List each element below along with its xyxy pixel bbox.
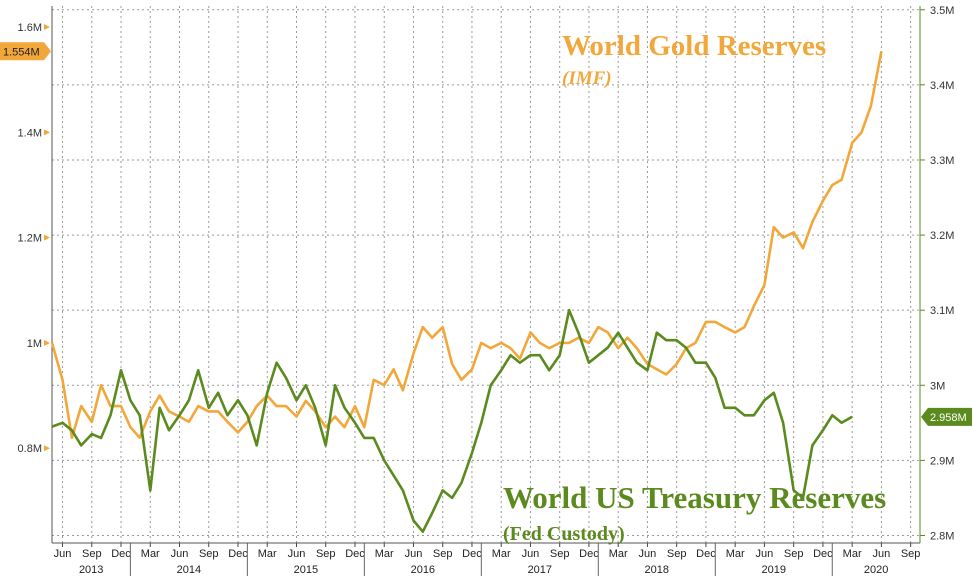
- x-tick-label: Mar: [141, 548, 160, 560]
- x-tick-label: Jun: [756, 548, 774, 560]
- x-tick-label: Jun: [405, 548, 423, 560]
- year-label: 2017: [528, 564, 552, 576]
- x-tick-label: Dec: [345, 548, 365, 560]
- x-tick-label: Dec: [813, 548, 833, 560]
- x-tick-label: Mar: [843, 548, 862, 560]
- x-tick-label: Mar: [726, 548, 745, 560]
- gold-reserves-line: [50, 51, 883, 439]
- year-label: 2014: [177, 564, 201, 576]
- y-left-tick-label: 1M: [27, 338, 42, 350]
- x-tick-label: Dec: [696, 548, 716, 560]
- y-right-tick-label: 3.2M: [930, 230, 954, 242]
- x-tick-label: Sep: [667, 548, 687, 560]
- y-left-tick: [44, 129, 50, 136]
- x-tick-label: Dec: [462, 548, 482, 560]
- y-right-tick-label: 3.3M: [930, 155, 954, 167]
- axes-layer: Jun Sep Dec Mar Jun Sep Dec Mar Jun Sep Dec Mar Jun S…: [18, 5, 954, 576]
- x-tick-label: Sep: [550, 548, 570, 560]
- treasury-title: World US Treasury Reserves: [503, 480, 886, 515]
- y-right-tick-label: 2.9M: [930, 455, 954, 467]
- x-tick-label: Sep: [784, 548, 804, 560]
- y-right-tick-label: 3.4M: [930, 80, 954, 92]
- treasury-last-value-badge: [921, 407, 972, 426]
- y-left-tick: [44, 339, 50, 346]
- y-right-tick-label: 3.5M: [930, 5, 954, 17]
- series-layer: [50, 51, 883, 533]
- x-tick-label: Sep: [316, 548, 336, 560]
- x-tick-label: Jun: [171, 548, 189, 560]
- x-tick-label: Sep: [199, 548, 219, 560]
- x-tick-label: Sep: [433, 548, 453, 560]
- y-left-tick: [44, 24, 50, 31]
- x-tick-label: Dec: [111, 548, 131, 560]
- year-label: 2015: [294, 564, 318, 576]
- x-tick-label: Dec: [579, 548, 599, 560]
- year-label: 2020: [864, 564, 888, 576]
- gold-last-value-badge: [0, 42, 51, 61]
- y-left-tick-label: 0.8M: [18, 443, 42, 455]
- gold-title: World Gold Reserves: [562, 30, 826, 62]
- x-tick-label: Mar: [258, 548, 277, 560]
- x-tick-label: Mar: [492, 548, 511, 560]
- treasury-subtitle: (Fed Custody): [503, 523, 625, 545]
- x-tick-label: Sep: [901, 548, 921, 560]
- treasury-reserves-line: [51, 308, 853, 533]
- x-tick-label: Jun: [54, 548, 72, 560]
- y-left-tick: [44, 234, 50, 241]
- year-label: 2013: [79, 564, 103, 576]
- y-right-tick-label: 3M: [930, 380, 945, 392]
- year-label: 2018: [645, 564, 669, 576]
- y-right-tick-label: 2.8M: [930, 530, 954, 542]
- y-left-tick: [44, 445, 50, 452]
- year-label: 2016: [411, 564, 435, 576]
- badge-layer: 1.554M 2.958M: [0, 42, 972, 426]
- x-tick-label: Jun: [288, 548, 306, 560]
- year-label: 2019: [762, 564, 786, 576]
- x-tick-label: Sep: [82, 548, 102, 560]
- x-tick-label: Jun: [639, 548, 657, 560]
- gold-last-value-label: 1.554M: [3, 46, 40, 58]
- x-tick-label: Mar: [375, 548, 394, 560]
- x-tick-label: Dec: [228, 548, 248, 560]
- x-tick-label: Jun: [873, 548, 891, 560]
- x-tick-label: Jun: [522, 548, 540, 560]
- y-left-tick-label: 1.4M: [18, 127, 42, 139]
- gold-subtitle: (IMF): [562, 68, 612, 89]
- y-left-tick-label: 1.6M: [18, 22, 42, 34]
- y-right-tick-label: 3.1M: [930, 305, 954, 317]
- x-tick-label: Mar: [609, 548, 628, 560]
- treasury-last-value-label: 2.958M: [930, 412, 967, 424]
- label-layer: World Gold Reserves (IMF) World US Treas…: [503, 30, 886, 545]
- y-left-tick-label: 1.2M: [18, 233, 42, 245]
